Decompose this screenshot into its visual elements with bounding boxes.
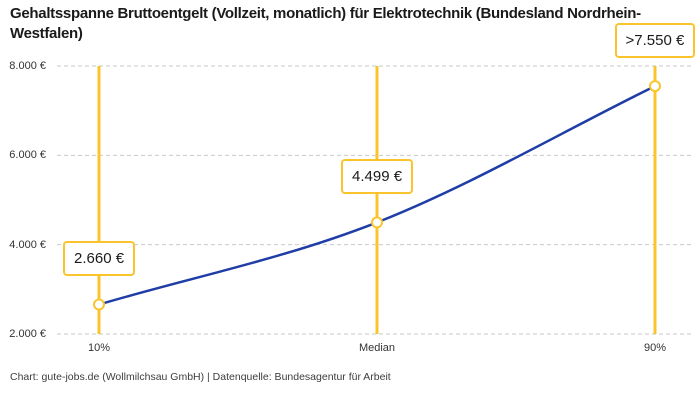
chart-title: Gehaltsspanne Bruttoentgelt (Vollzeit, m… xyxy=(10,5,641,42)
data-point-marker xyxy=(649,80,661,93)
x-tick-label: 10% xyxy=(87,342,111,354)
data-point-marker xyxy=(93,298,105,311)
value-label-box: 2.660 € xyxy=(63,241,136,277)
y-tick-label: 6.000 € xyxy=(9,149,46,162)
x-tick-label: Median xyxy=(358,342,396,354)
x-tick-label: 90% xyxy=(643,342,667,354)
value-label-box: >7.550 € xyxy=(614,22,696,58)
value-label-box: 4.499 € xyxy=(341,158,414,194)
y-tick-label: 4.000 € xyxy=(9,238,46,251)
attribution-footer: Chart: gute-jobs.de (Wollmilchsau GmbH) … xyxy=(10,371,391,383)
y-tick-label: 2.000 € xyxy=(9,328,46,340)
y-tick-label: 8.000 € xyxy=(9,60,46,72)
data-point-marker xyxy=(371,216,383,229)
